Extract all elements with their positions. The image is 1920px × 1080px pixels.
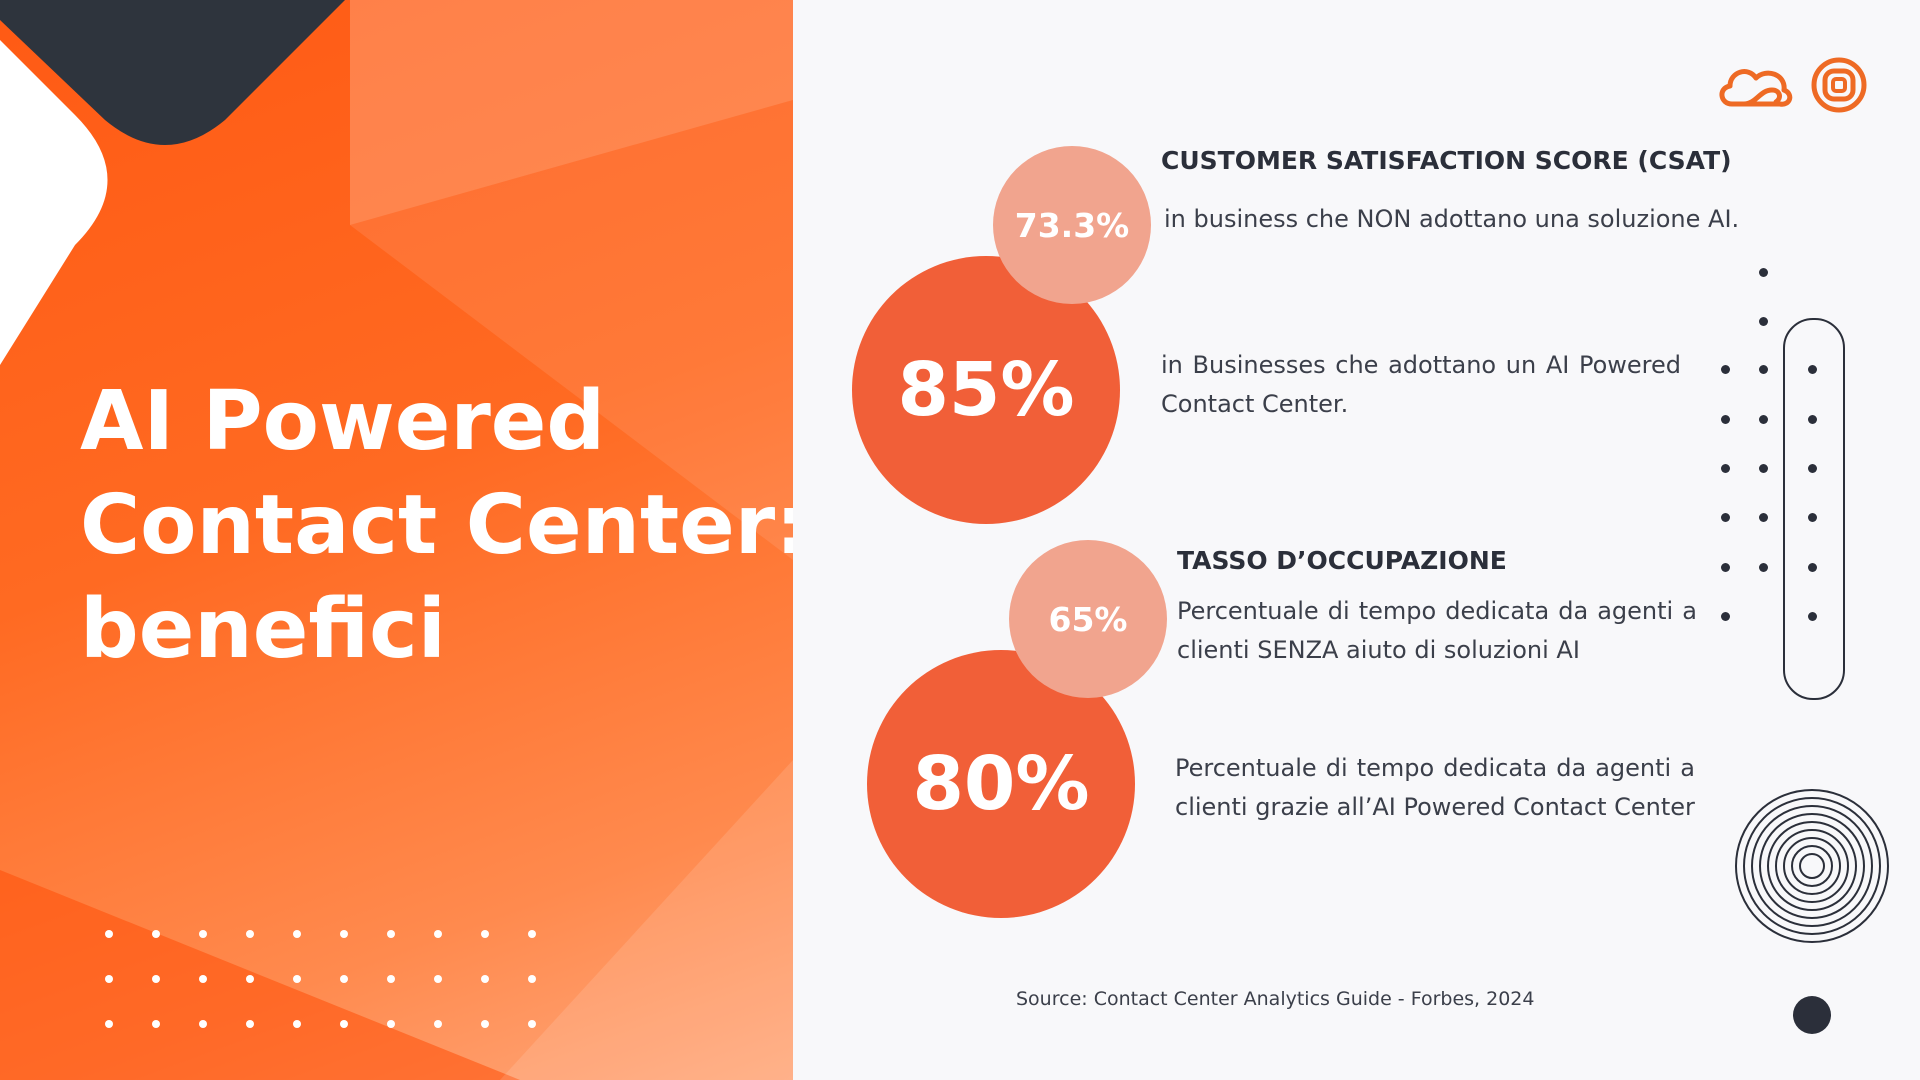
occupancy-big-value: 80% (912, 741, 1090, 827)
decorative-dot-grid (105, 930, 536, 1028)
white-corner-shape (0, 40, 108, 365)
cloud-icon (1719, 69, 1793, 107)
source-citation: Source: Contact Center Analytics Guide -… (1016, 988, 1535, 1010)
csat-big-value: 85% (897, 347, 1075, 433)
csat-big-circle: 85% (852, 256, 1120, 524)
decorative-pill-outline (1783, 318, 1845, 700)
decorative-dark-dot (1793, 996, 1831, 1034)
title-line-2: Contact Center: (80, 478, 793, 573)
occupancy-small-description: Percentuale di tempo dedicata da agenti … (1177, 597, 1697, 664)
occupancy-small-circle: 65% (1009, 540, 1167, 698)
csat-small-description: in business che NON adottano una soluzio… (1164, 205, 1740, 233)
background-shapes (0, 0, 793, 1080)
slide-title: AI Powered Contact Center: benefici (80, 370, 793, 682)
csat-heading: CUSTOMER SATISFACTION SCORE (CSAT) (1161, 146, 1732, 175)
target-icon (1811, 57, 1867, 113)
occupancy-small-value: 65% (1048, 599, 1128, 639)
dark-corner-shape (0, 0, 345, 145)
csat-small-circle: 73.3% (993, 146, 1151, 304)
title-line-3: benefici (80, 582, 446, 677)
occupancy-heading: TASSO D’OCCUPAZIONE (1177, 546, 1507, 575)
title-panel: AI Powered Contact Center: benefici (0, 0, 793, 1080)
csat-small-value: 73.3% (1014, 205, 1130, 245)
title-line-1: AI Powered (80, 374, 606, 469)
csat-big-description: in Businesses che adottano un AI Powered… (1161, 351, 1681, 418)
occupancy-big-description: Percentuale di tempo dedicata da agenti … (1175, 754, 1695, 821)
concentric-circles-icon (1735, 789, 1889, 943)
